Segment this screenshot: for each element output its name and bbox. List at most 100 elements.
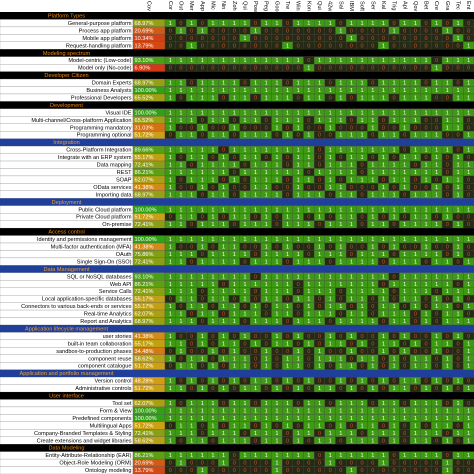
matrix-cell-value: 1 [329, 185, 332, 191]
matrix-cell-value: 1 [403, 312, 406, 318]
matrix-cell-value: 1 [382, 416, 385, 422]
matrix-cell-value: 1 [179, 28, 182, 34]
matrix-cell-value: 0 [233, 133, 236, 139]
matrix-cell-value: 1 [254, 431, 257, 437]
matrix-cell-value: 1 [329, 282, 332, 288]
matrix-cell-value: 0 [190, 125, 193, 131]
matrix-cell-value: 0 [371, 36, 374, 42]
matrix-cell-value: 0 [456, 386, 459, 392]
matrix-cell-value: 1 [467, 148, 470, 154]
matrix-cell-value: 1 [275, 81, 278, 87]
matrix-cell-value: 1 [179, 431, 182, 437]
matrix-cell-value: 1 [414, 237, 417, 243]
matrix-cell-value: 1 [169, 88, 172, 94]
row-label: Ontology modeling [85, 468, 132, 474]
matrix-cell-value: 1 [329, 312, 332, 318]
matrix-cell-value: 0 [318, 341, 321, 347]
matrix-cell-value: 0 [424, 185, 427, 191]
coverage-label: 100.00% [135, 408, 157, 414]
matrix-cell-value: 1 [350, 155, 353, 161]
matrix-cell-value: 0 [446, 453, 449, 459]
matrix-cell-value: 0 [382, 28, 385, 34]
matrix-cell-value: 1 [467, 259, 470, 265]
matrix-cell-value: 0 [339, 155, 342, 161]
matrix-cell-value: 1 [179, 252, 182, 258]
section-header-band [0, 324, 474, 333]
matrix-cell-value: 1 [371, 215, 374, 221]
matrix-cell-value: 1 [275, 125, 278, 131]
matrix-cell-value: 1 [265, 110, 268, 116]
matrix-cell-value: 1 [403, 289, 406, 295]
matrix-cell-value: 0 [243, 163, 246, 169]
matrix-cell-value: 0 [318, 379, 321, 385]
matrix-cell-value: 1 [361, 423, 364, 429]
matrix-cell-value: 1 [222, 356, 225, 362]
matrix-cell-value: 0 [403, 356, 406, 362]
matrix-cell-value: 0 [179, 95, 182, 101]
matrix-cell-value: 1 [403, 282, 406, 288]
matrix-cell-value: 1 [382, 334, 385, 340]
matrix-cell-value: 0 [169, 468, 172, 474]
matrix-cell-value: 1 [275, 416, 278, 422]
matrix-cell-value: 1 [286, 356, 289, 362]
coverage-label: 13.79% [135, 43, 154, 49]
matrix-cell-value: 1 [297, 177, 300, 183]
matrix-cell-value: 1 [329, 118, 332, 124]
matrix-cell-value: 0 [211, 356, 214, 362]
matrix-cell-value: 1 [403, 334, 406, 340]
row-label: Process app platform [79, 28, 132, 34]
matrix-cell-value: 0 [424, 461, 427, 467]
matrix-cell-value: 1 [329, 341, 332, 347]
section-header-band [0, 444, 474, 452]
matrix-cell-value: 0 [254, 125, 257, 131]
matrix-cell-value: 0 [275, 36, 278, 42]
matrix-cell-value: 0 [403, 133, 406, 139]
matrix-cell-value: 0 [275, 66, 278, 72]
matrix-cell-value: 1 [265, 438, 268, 444]
matrix-cell-value: 1 [414, 155, 417, 161]
matrix-cell-value: 1 [350, 438, 353, 444]
matrix-cell-value: 1 [467, 438, 470, 444]
matrix-cell-value: 1 [382, 207, 385, 213]
matrix-cell-value: 0 [403, 28, 406, 34]
matrix-cell-value: 1 [467, 163, 470, 169]
matrix-cell-value: 1 [318, 192, 321, 198]
matrix-cell-value: 0 [329, 28, 332, 34]
matrix-cell-value: 1 [254, 379, 257, 385]
matrix-cell-value: 0 [233, 170, 236, 176]
matrix-cell-value: 1 [254, 222, 257, 228]
matrix-cell-value: 0 [403, 431, 406, 437]
matrix-cell-value: 1 [169, 312, 172, 318]
matrix-cell-value: 1 [211, 133, 214, 139]
matrix-cell-value: 1 [467, 207, 470, 213]
matrix-cell-value: 1 [382, 401, 385, 407]
matrix-cell-value: 0 [393, 252, 396, 258]
matrix-cell-value: 1 [233, 289, 236, 295]
matrix-cell-value: 1 [233, 88, 236, 94]
matrix-cell-value: 0 [414, 349, 417, 355]
matrix-cell-value: 1 [286, 289, 289, 295]
matrix-cell-value: 1 [169, 408, 172, 414]
matrix-cell-value: 1 [297, 125, 300, 131]
matrix-cell-value: 1 [307, 110, 310, 116]
matrix-cell-value: 0 [339, 297, 342, 303]
matrix-cell-value: 1 [179, 319, 182, 325]
matrix-cell-value: 0 [371, 28, 374, 34]
row-label: component reuse [88, 356, 131, 362]
matrix-cell-value: 0 [243, 304, 246, 310]
coverage-label: 86.21% [135, 170, 154, 176]
matrix-cell-value: 1 [446, 28, 449, 34]
section-header-band [0, 12, 474, 20]
matrix-cell-value: 1 [297, 148, 300, 154]
matrix-cell-value: 1 [265, 401, 268, 407]
matrix-cell-value: 1 [467, 81, 470, 87]
matrix-cell-value: 1 [435, 341, 438, 347]
row-label: built-in team collaboration [68, 341, 132, 347]
matrix-cell-value: 0 [350, 118, 353, 124]
matrix-cell-value: 1 [329, 453, 332, 459]
matrix-cell-value: 0 [307, 28, 310, 34]
matrix-cell-value: 1 [350, 222, 353, 228]
matrix-cell-value: 0 [393, 468, 396, 474]
matrix-cell-value: 0 [339, 125, 342, 131]
matrix-cell-value: 1 [329, 461, 332, 467]
